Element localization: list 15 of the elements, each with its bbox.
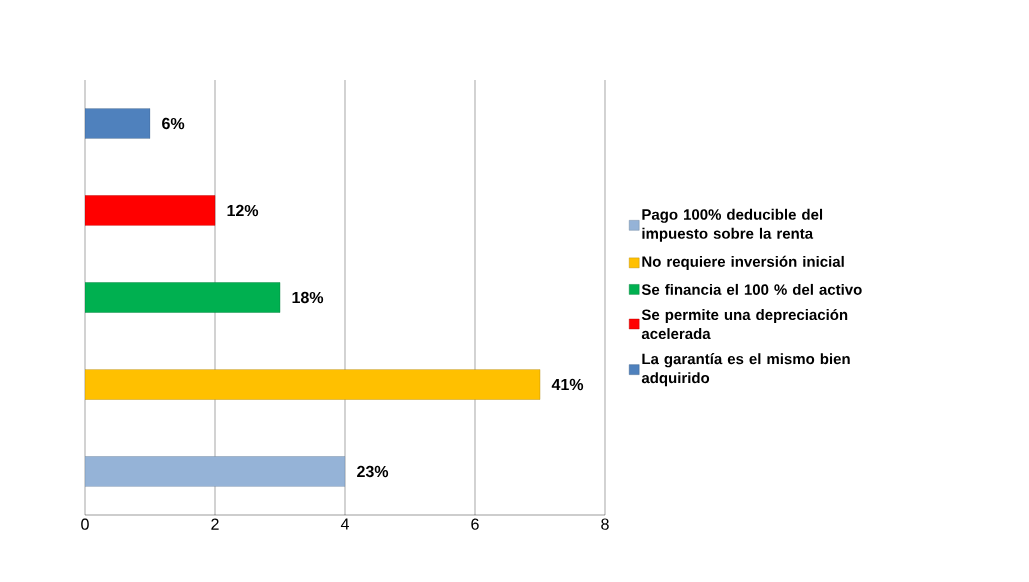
legend-label: Pago 100% deducible del impuesto sobre la renta	[642, 208, 823, 242]
x-tick-label: 2	[211, 518, 219, 530]
x-tick-label: 0	[81, 518, 89, 530]
legend-label: Se permite una depreciación acelerada	[641, 308, 848, 340]
annotation: 23%	[357, 465, 389, 478]
legend-label: No requiere inversión inicial	[642, 255, 844, 270]
annotation: 41%	[551, 378, 584, 391]
legend-label: Se financia el 100 % del activo	[641, 283, 862, 295]
x-tick-label: 6	[471, 518, 479, 530]
legend-label: La garantía es el mismo bien adquirido	[641, 353, 850, 387]
x-tick-label: 8	[601, 518, 609, 530]
annotation: 12%	[227, 204, 259, 217]
x-tick-label: 4	[340, 518, 349, 530]
annotation: 6%	[162, 117, 185, 130]
annotation: 18%	[292, 291, 324, 304]
